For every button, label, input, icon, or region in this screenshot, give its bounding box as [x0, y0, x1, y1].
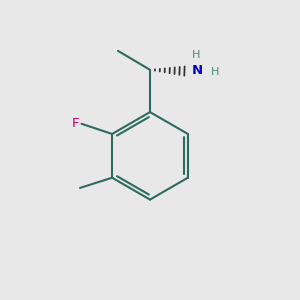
- Text: H: H: [192, 50, 200, 60]
- Text: F: F: [72, 117, 79, 130]
- Text: N: N: [192, 64, 203, 76]
- Text: H: H: [210, 68, 219, 77]
